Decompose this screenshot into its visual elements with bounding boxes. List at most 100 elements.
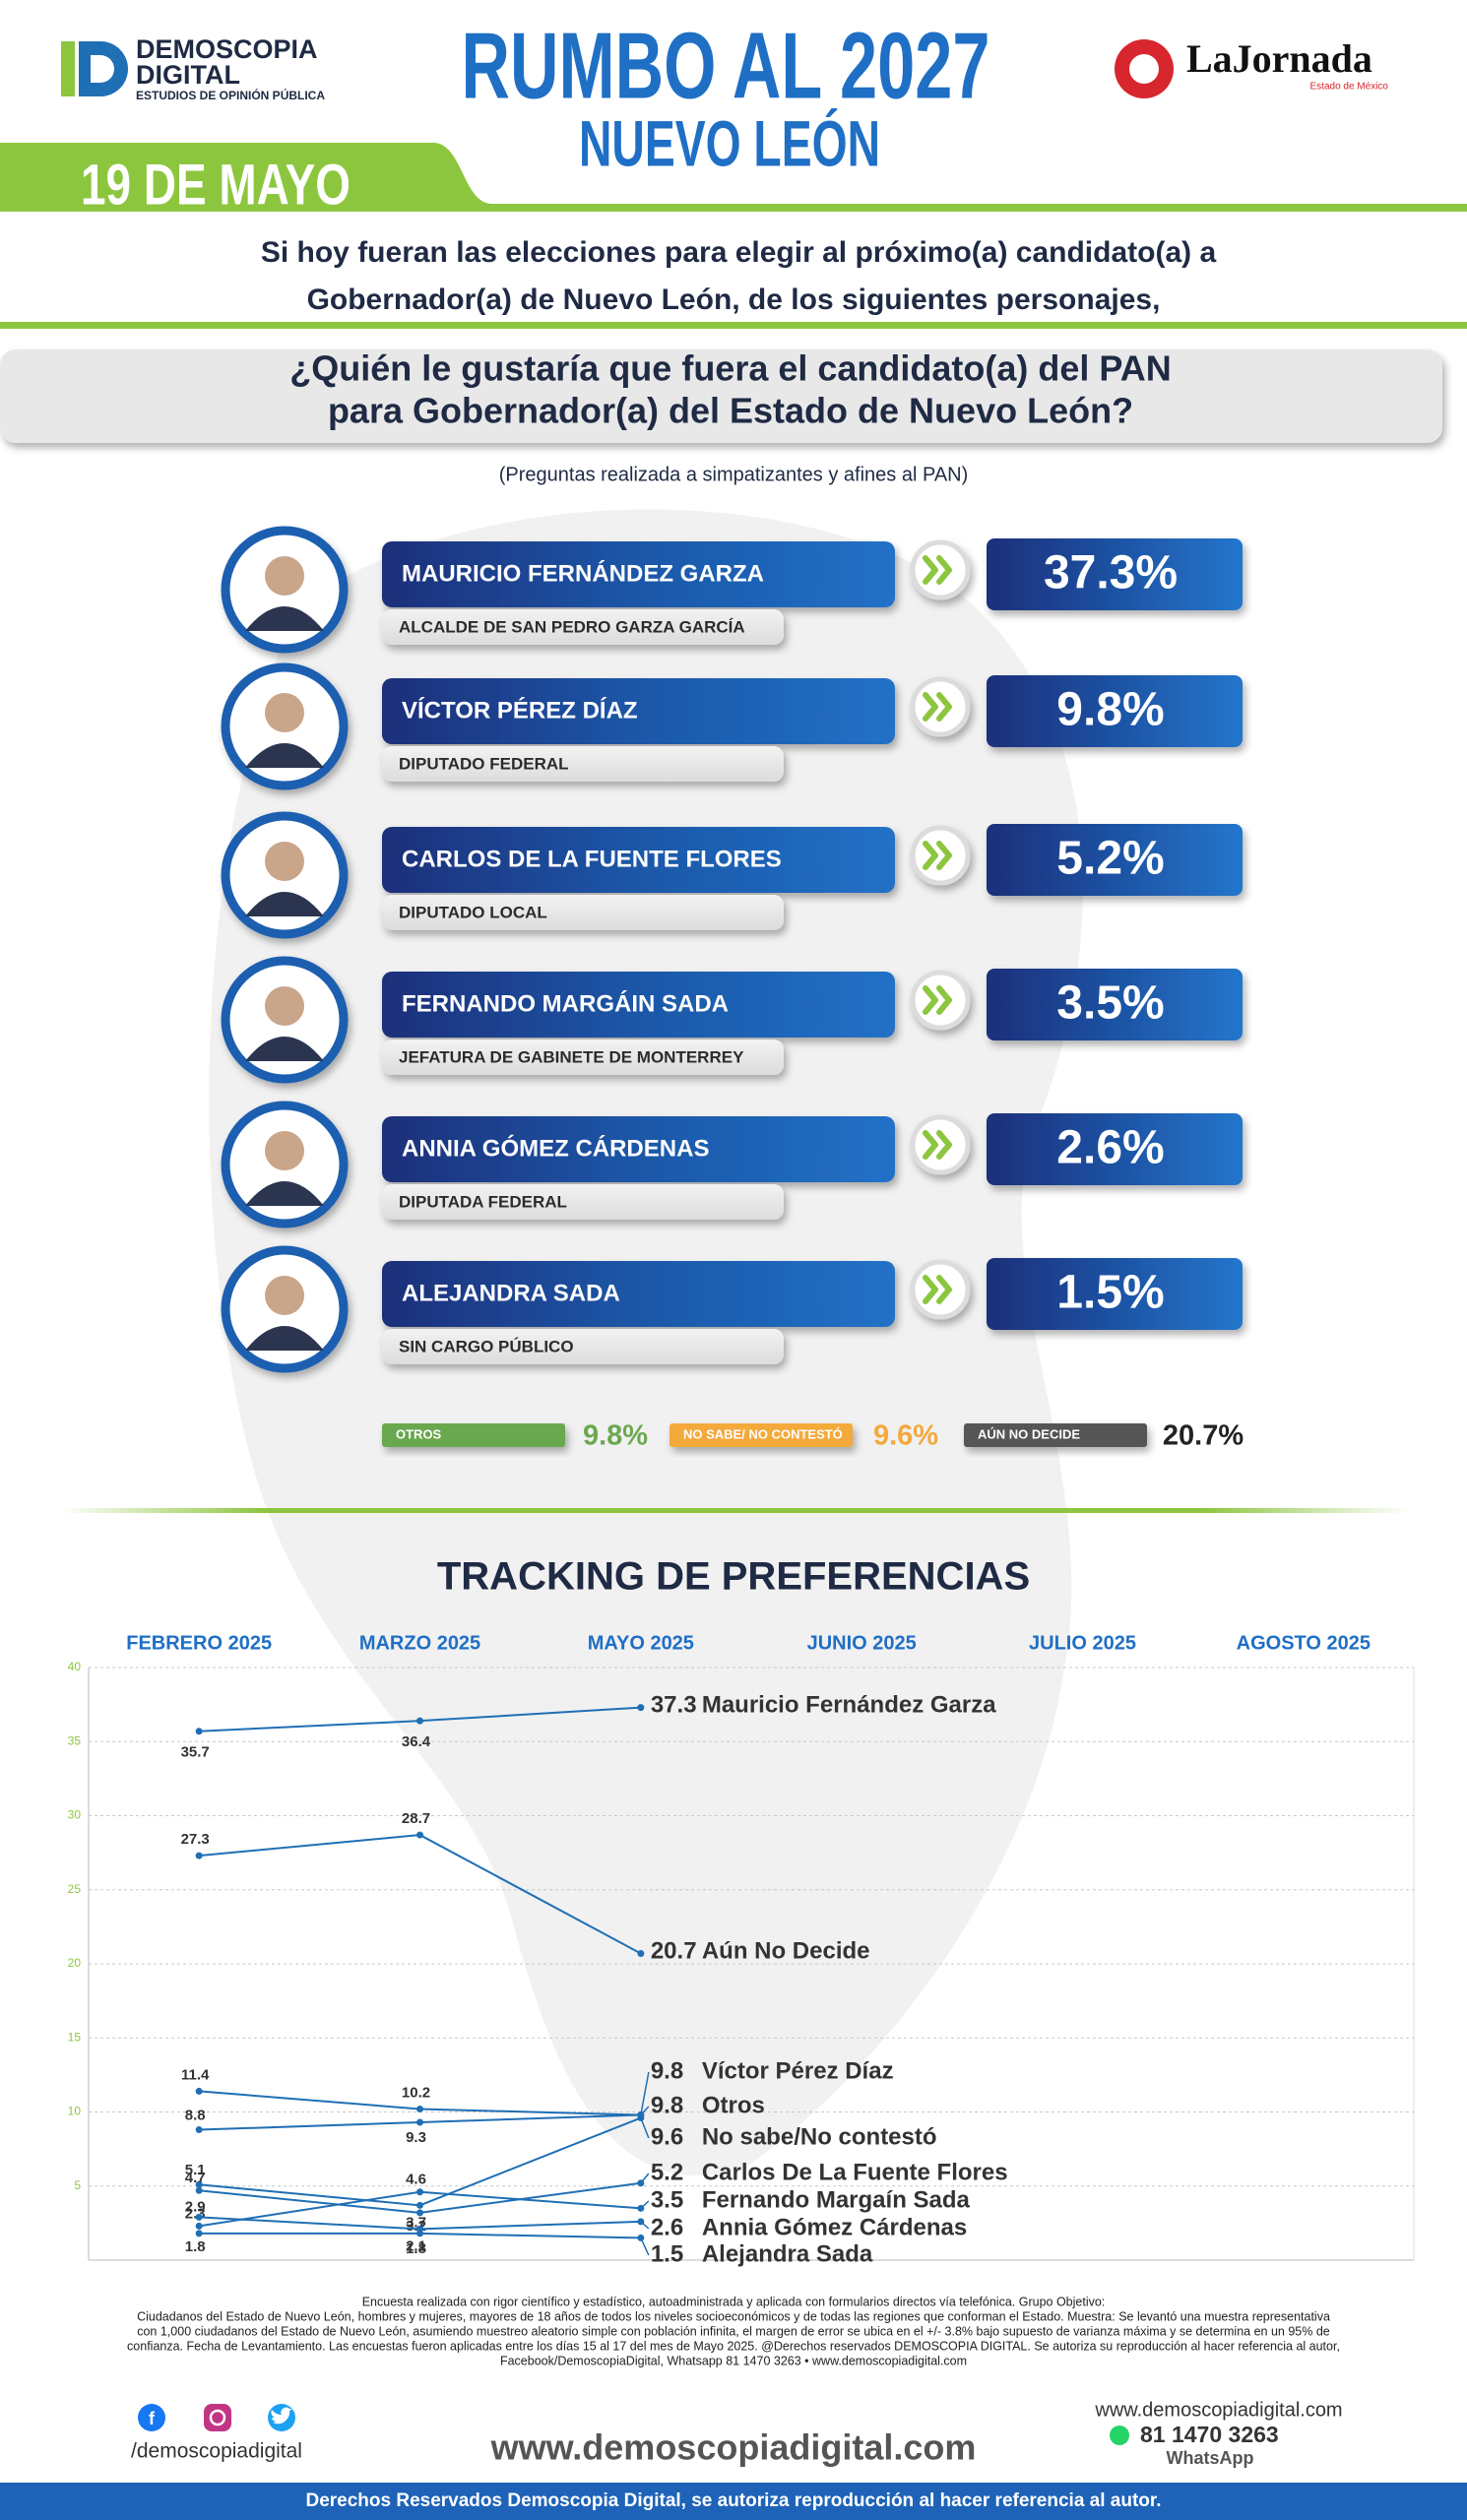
name-bar [382,678,895,744]
data-point [195,2180,203,2188]
photo-body [245,743,324,768]
question-line: para Gobernador(a) del Estado de Nuevo L… [328,391,1133,431]
candidate-result: 1.5% [1056,1267,1164,1319]
data-point [416,2230,423,2237]
legend-label: Annia Gómez Cárdenas [702,2214,967,2240]
candidate-role: DIPUTADO LOCAL [399,903,547,921]
data-label: 27.3 [181,1831,210,1848]
result-box [987,675,1243,747]
legend-label: Fernando Margaín Sada [702,2186,971,2213]
methodology-line: con 1,000 ciudadanos del Estado de Nuevo… [137,2324,1330,2338]
candidate-role: DIPUTADA FEDERAL [399,1192,567,1211]
candidate-row: MAURICIO FERNÁNDEZ GARZA ALCALDE DE SAN P… [221,526,1243,654]
twitter-glyph [271,2407,292,2425]
chevron [923,692,952,722]
intro-line: Gobernador(a) de Nuevo León, de los sigu… [307,284,1161,316]
candidate-row: ALEJANDRA SADA SIN CARGO PÚBLICO 1.5% [221,1245,1243,1373]
methodology-line: Encuesta realizada con rigor científico … [362,2295,1106,2308]
photo-body [245,1181,324,1206]
data-point [416,2105,423,2112]
end-value: 1.5 [651,2240,683,2267]
candidate-name: ANNIA GÓMEZ CÁRDENAS [402,1134,709,1162]
data-label: 8.8 [185,2108,206,2124]
legend-label: Aún No Decide [702,1937,870,1964]
data-point [637,1704,645,1712]
website[interactable]: www.demoscopiadigital.com [490,2427,977,2468]
role-bar [382,1329,784,1364]
data-label: 1.8 [406,2240,426,2257]
others-label: AÚN NO DECIDE [978,1426,1080,1441]
chevron-circle [910,1114,971,1175]
result-box [987,1113,1243,1185]
y-tick-label: 5 [74,2178,81,2192]
others-label: OTROS [396,1426,442,1441]
name-bar [382,972,895,1038]
data-point [195,2126,203,2134]
facebook-icon[interactable] [138,2404,165,2431]
subtitle: NUEVO LEÓN [579,106,880,179]
end-value: 2.6 [651,2214,683,2240]
rights-bar [0,2483,1467,2520]
chart-title: TRACKING DE PREFERENCIAS [437,1555,1030,1599]
data-point [637,1949,645,1957]
data-point [195,2230,203,2237]
data-point [416,2188,423,2196]
name-bar [382,1116,895,1182]
social-handle: /demoscopiadigital [131,2440,302,2463]
data-label: 3.2 [406,2218,426,2235]
logo-d-inner [91,55,114,83]
y-tick-label: 30 [68,1808,82,1822]
legend-label: Víctor Pérez Díaz [702,2057,894,2084]
candidate-row: CARLOS DE LA FUENTE FLORES DIPUTADO LOCAL… [221,811,1243,939]
chevron-circle [910,539,971,600]
green-rule [0,322,1467,329]
end-value: 9.6 [651,2123,683,2150]
chevron-circle [910,1259,971,1320]
candidate-result: 37.3% [1044,547,1178,599]
y-tick-label: 35 [68,1733,82,1747]
y-tick-label: 25 [68,1882,82,1896]
chevron [923,985,952,1015]
methodology-line: Ciudadanos del Estado de Nuevo León, hom… [137,2309,1330,2323]
candidate-result: 2.6% [1056,1122,1164,1174]
end-value: 9.8 [651,2092,683,2118]
data-label: 1.8 [185,2238,206,2255]
chevron-circle [910,970,971,1031]
chevron-circle [910,825,971,886]
y-tick-label: 15 [68,2030,82,2044]
end-value: 9.8 [651,2057,683,2084]
others-result: 9.8% [583,1420,648,1452]
candidate-role: ALCALDE DE SAN PEDRO GARZA GARCÍA [399,617,745,636]
data-point [195,1728,203,1735]
phone: 81 1470 3263 [1140,2422,1279,2447]
data-label: 2.9 [185,2198,206,2215]
label-leader [640,2221,650,2230]
label-leader [640,2071,650,2115]
instagram-icon[interactable] [204,2404,231,2431]
candidate-role: DIPUTADO FEDERAL [399,754,569,773]
data-point [195,1852,203,1859]
photo-body [245,606,324,631]
data-label: 28.7 [402,1810,430,1827]
date-tab [0,143,492,204]
data-label: 2.1 [406,2237,426,2254]
chevron [923,1130,952,1160]
name-bar [382,541,895,607]
candidate-row: FERNANDO MARGÁIN SADA JEFATURA DE GABINET… [221,956,1243,1084]
data-label: 36.4 [402,1733,431,1750]
website-small[interactable]: www.demoscopiadigital.com [1094,2399,1342,2421]
candidate-role: SIN CARGO PÚBLICO [399,1337,574,1355]
label-leader [640,2237,650,2256]
partner-sub: Estado de México [1310,82,1389,93]
candidate-name: CARLOS DE LA FUENTE FLORES [402,846,782,872]
rights: Derechos Reservados Demoscopia Digital, … [305,2490,1161,2511]
x-tick-label: MAYO 2025 [588,1632,694,1654]
green-rule [59,1508,1408,1513]
result-box [987,1258,1243,1330]
legend-label: No sabe/No contestó [702,2123,937,2150]
others-bar [670,1423,853,1447]
whatsapp-icon [1110,2426,1129,2445]
candidate-name: MAURICIO FERNÁNDEZ GARZA [402,559,764,587]
social-icons: f [138,2404,295,2431]
name-bar [382,1261,895,1327]
